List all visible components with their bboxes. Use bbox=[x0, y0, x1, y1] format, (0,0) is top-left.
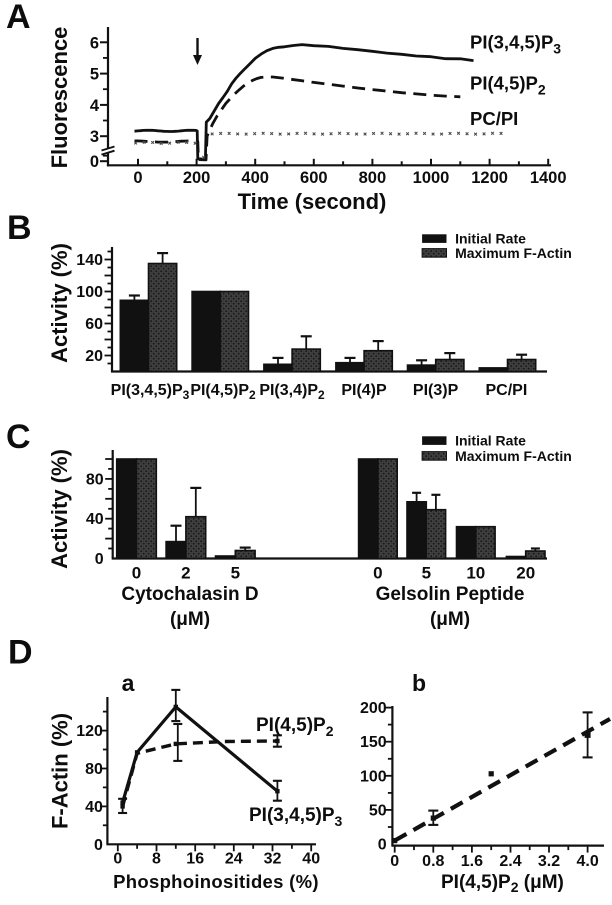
svg-text:0: 0 bbox=[373, 564, 382, 583]
svg-text:80: 80 bbox=[86, 471, 104, 488]
svg-text:0.8: 0.8 bbox=[422, 853, 444, 870]
svg-text:1.6: 1.6 bbox=[461, 853, 483, 870]
svg-text:6: 6 bbox=[90, 34, 99, 52]
svg-text:PI(3,4,5)P3: PI(3,4,5)P3 bbox=[470, 32, 561, 57]
svg-text:PI(4,5)P2: PI(4,5)P2 bbox=[190, 382, 256, 402]
svg-text:0: 0 bbox=[132, 564, 141, 583]
svg-text:3: 3 bbox=[90, 128, 99, 146]
svg-text:50: 50 bbox=[369, 802, 387, 819]
svg-text:C: C bbox=[6, 418, 31, 456]
svg-text:16: 16 bbox=[186, 851, 204, 868]
svg-text:Time (second): Time (second) bbox=[238, 189, 387, 214]
svg-text:Phosphoinositides (%): Phosphoinositides (%) bbox=[113, 871, 319, 892]
svg-text:Initial Rate: Initial Rate bbox=[455, 433, 526, 449]
svg-text:Activity (%): Activity (%) bbox=[47, 243, 72, 363]
svg-text:b: b bbox=[412, 670, 426, 696]
svg-text:PI(4,5)P2 (μM): PI(4,5)P2 (μM) bbox=[441, 872, 564, 895]
svg-text:0: 0 bbox=[90, 153, 99, 171]
svg-text:PC/PI: PC/PI bbox=[470, 108, 518, 129]
svg-text:32: 32 bbox=[264, 851, 282, 868]
svg-text:1000: 1000 bbox=[413, 169, 450, 187]
svg-text:0: 0 bbox=[133, 169, 142, 187]
svg-text:(μM): (μM) bbox=[430, 609, 470, 630]
svg-text:1200: 1200 bbox=[471, 169, 508, 187]
svg-text:F-Actin (%): F-Actin (%) bbox=[48, 713, 73, 829]
svg-text:0: 0 bbox=[94, 837, 103, 854]
svg-text:600: 600 bbox=[300, 169, 328, 187]
svg-text:Maximum F-Actin: Maximum F-Actin bbox=[455, 245, 572, 261]
svg-text:4.0: 4.0 bbox=[576, 853, 598, 870]
svg-text:3.2: 3.2 bbox=[538, 853, 560, 870]
svg-text:10: 10 bbox=[466, 564, 485, 583]
svg-text:D: D bbox=[8, 634, 33, 672]
svg-text:40: 40 bbox=[85, 799, 103, 816]
svg-text:PC/PI: PC/PI bbox=[486, 382, 528, 399]
svg-text:PI(3,4,5)P3: PI(3,4,5)P3 bbox=[249, 805, 343, 829]
svg-text:2: 2 bbox=[181, 564, 190, 583]
svg-text:Maximum F-Actin: Maximum F-Actin bbox=[455, 448, 572, 464]
svg-text:0: 0 bbox=[378, 837, 387, 854]
svg-text:40: 40 bbox=[302, 851, 320, 868]
svg-text:150: 150 bbox=[360, 734, 387, 751]
svg-text:80: 80 bbox=[85, 761, 103, 778]
svg-text:40: 40 bbox=[86, 511, 104, 528]
svg-text:100: 100 bbox=[360, 768, 387, 785]
svg-text:PI(4)P: PI(4)P bbox=[341, 382, 387, 399]
svg-text:(μM): (μM) bbox=[170, 609, 210, 630]
svg-text:PI(3)P: PI(3)P bbox=[413, 382, 459, 399]
svg-text:60: 60 bbox=[85, 316, 103, 333]
svg-text:8: 8 bbox=[152, 851, 161, 868]
svg-text:B: B bbox=[7, 209, 32, 247]
svg-text:2.4: 2.4 bbox=[499, 853, 521, 870]
svg-text:0: 0 bbox=[95, 551, 104, 568]
svg-text:PI(4,5)P2: PI(4,5)P2 bbox=[256, 715, 334, 739]
svg-text:24: 24 bbox=[225, 851, 243, 868]
svg-text:5: 5 bbox=[90, 66, 99, 84]
svg-text:400: 400 bbox=[241, 169, 269, 187]
svg-text:A: A bbox=[6, 0, 31, 36]
svg-text:4: 4 bbox=[90, 97, 100, 115]
svg-text:Cytochalasin D: Cytochalasin D bbox=[121, 584, 258, 605]
svg-text:200: 200 bbox=[183, 169, 211, 187]
svg-text:800: 800 bbox=[359, 169, 387, 187]
svg-text:1400: 1400 bbox=[530, 169, 567, 187]
svg-text:20: 20 bbox=[516, 564, 535, 583]
svg-text:200: 200 bbox=[360, 700, 387, 717]
svg-text:0: 0 bbox=[113, 851, 122, 868]
svg-text:Gelsolin Peptide: Gelsolin Peptide bbox=[376, 584, 525, 605]
svg-text:120: 120 bbox=[76, 723, 103, 740]
svg-text:a: a bbox=[122, 670, 135, 696]
svg-text:Initial Rate: Initial Rate bbox=[455, 231, 526, 247]
svg-text:0: 0 bbox=[390, 853, 399, 870]
svg-text:140: 140 bbox=[76, 252, 103, 269]
svg-text:Activity (%): Activity (%) bbox=[47, 449, 72, 569]
svg-text:PI(3,4,5)P3: PI(3,4,5)P3 bbox=[111, 382, 190, 402]
svg-text:100: 100 bbox=[76, 284, 103, 301]
svg-text:Fluorescence: Fluorescence bbox=[47, 27, 72, 169]
svg-text:5: 5 bbox=[231, 564, 240, 583]
svg-text:PI(4,5)P2: PI(4,5)P2 bbox=[470, 73, 546, 98]
svg-text:5: 5 bbox=[422, 564, 431, 583]
svg-text:PI(3,4)P2: PI(3,4)P2 bbox=[259, 382, 325, 402]
svg-text:20: 20 bbox=[85, 348, 103, 365]
